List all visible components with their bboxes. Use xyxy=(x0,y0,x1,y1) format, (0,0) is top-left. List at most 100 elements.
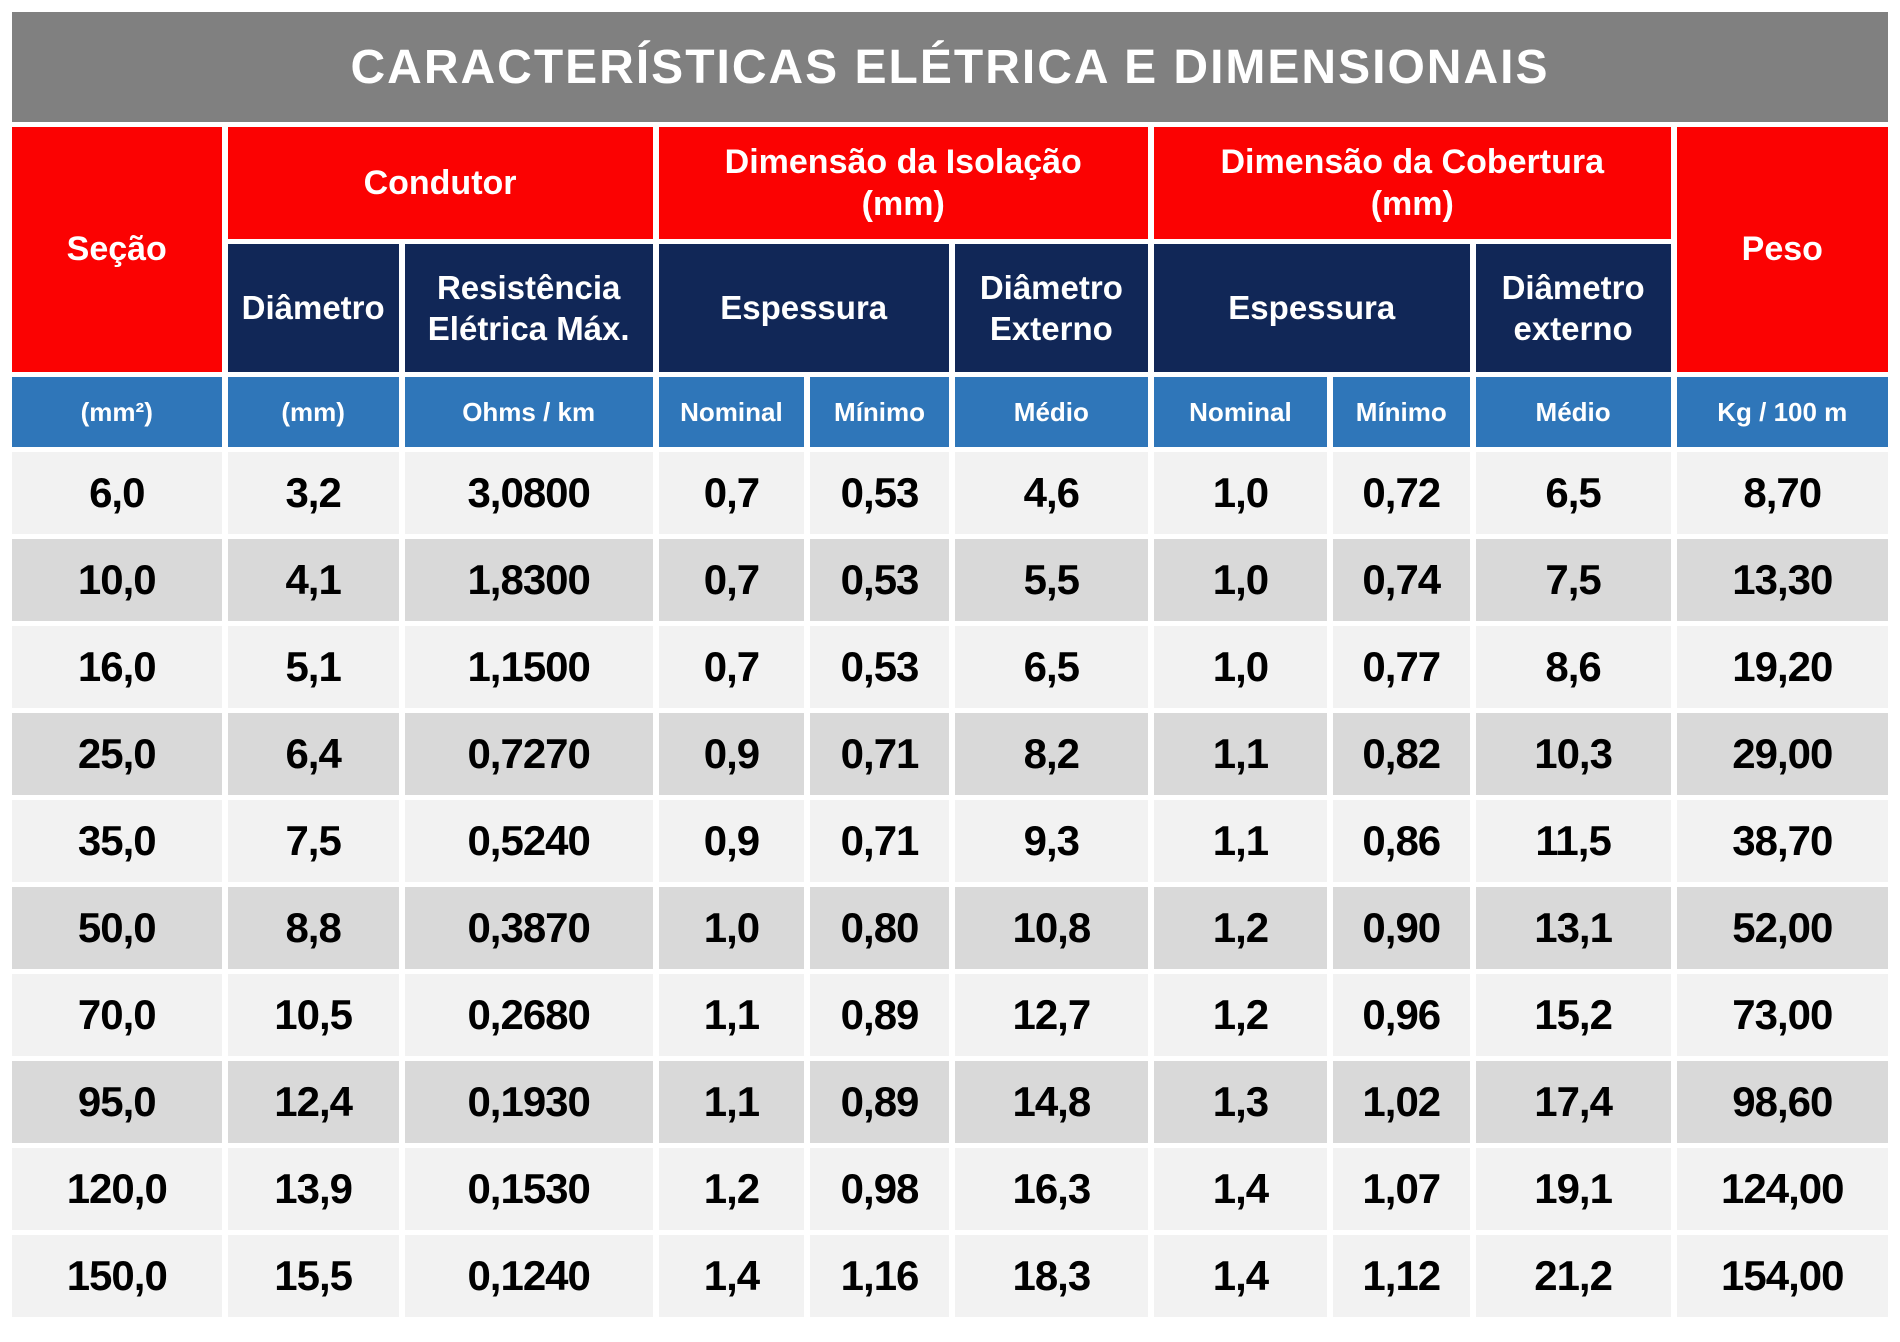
cell: 10,3 xyxy=(1475,713,1671,795)
header-diametro: Diâmetro xyxy=(227,244,399,372)
cell: 1,4 xyxy=(1153,1148,1327,1230)
cell: 29,00 xyxy=(1676,713,1888,795)
unit-cobertura-minimo: Mínimo xyxy=(1332,377,1470,447)
header-isolacao: Dimensão da Isolação (mm) xyxy=(658,127,1148,239)
cell: 0,80 xyxy=(810,887,949,969)
cell: 0,7 xyxy=(658,539,805,621)
cell: 5,5 xyxy=(954,539,1148,621)
cell: 0,71 xyxy=(810,713,949,795)
cell: 8,8 xyxy=(227,887,399,969)
cell: 1,3 xyxy=(1153,1061,1327,1143)
cell: 1,4 xyxy=(1153,1235,1327,1317)
table-title-text: CARACTERÍSTICAS ELÉTRICA E DIMENSIONAIS xyxy=(350,40,1550,94)
header-cobertura-line2: (mm) xyxy=(1370,185,1454,223)
cell: 6,4 xyxy=(227,713,399,795)
cell: 19,20 xyxy=(1676,626,1888,708)
cell: 0,3870 xyxy=(404,887,653,969)
cell: 0,2680 xyxy=(404,974,653,1056)
table-row: 6,0 3,2 3,0800 0,7 0,53 4,6 1,0 0,72 6,5 8,70 xyxy=(12,452,1888,534)
cell: 0,53 xyxy=(810,452,949,534)
cell: 19,1 xyxy=(1475,1148,1671,1230)
cell: 0,53 xyxy=(810,626,949,708)
cell: 13,30 xyxy=(1676,539,1888,621)
table-row: 16,0 5,1 1,1500 0,7 0,53 6,5 1,0 0,77 8,6 19,20 xyxy=(12,626,1888,708)
cell: 1,4 xyxy=(658,1235,805,1317)
unit-isolacao-minimo: Mínimo xyxy=(810,377,949,447)
cell: 7,5 xyxy=(227,800,399,882)
table-row: 35,0 7,5 0,5240 0,9 0,71 9,3 1,1 0,86 11,5 38,70 xyxy=(12,800,1888,882)
cell: 1,12 xyxy=(1332,1235,1470,1317)
cell: 12,4 xyxy=(227,1061,399,1143)
header-espessura-isolacao: Espessura xyxy=(658,244,949,372)
table-row: 70,0 10,5 0,2680 1,1 0,89 12,7 1,2 0,96 15,2 73,0… xyxy=(12,974,1888,1056)
cell: 0,86 xyxy=(1332,800,1470,882)
cell: 0,9 xyxy=(658,800,805,882)
cell: 124,00 xyxy=(1676,1148,1888,1230)
header-diametro-externo-isolacao: Diâmetro Externo xyxy=(954,244,1148,372)
cell: 1,1500 xyxy=(404,626,653,708)
cell: 0,1240 xyxy=(404,1235,653,1317)
cell: 4,1 xyxy=(227,539,399,621)
cell: 0,53 xyxy=(810,539,949,621)
cell: 11,5 xyxy=(1475,800,1671,882)
cell: 1,1 xyxy=(658,1061,805,1143)
cell: 21,2 xyxy=(1475,1235,1671,1317)
cell: 0,9 xyxy=(658,713,805,795)
cell: 8,2 xyxy=(954,713,1148,795)
cell: 95,0 xyxy=(12,1061,222,1143)
units-row: (mm²) (mm) Ohms / km Nominal Mínimo Médi… xyxy=(12,377,1888,447)
cell: 0,7270 xyxy=(404,713,653,795)
cell: 25,0 xyxy=(12,713,222,795)
cell: 1,1 xyxy=(1153,800,1327,882)
table-title: CARACTERÍSTICAS ELÉTRICA E DIMENSIONAIS xyxy=(12,12,1888,122)
cell: 73,00 xyxy=(1676,974,1888,1056)
header-cobertura: Dimensão da Cobertura (mm) xyxy=(1153,127,1671,239)
cell: 3,2 xyxy=(227,452,399,534)
cell: 5,1 xyxy=(227,626,399,708)
cell: 52,00 xyxy=(1676,887,1888,969)
header-group-row: Seção Condutor Dimensão da Isolação (mm)… xyxy=(12,127,1888,372)
cell: 3,0800 xyxy=(404,452,653,534)
cell: 154,00 xyxy=(1676,1235,1888,1317)
unit-cobertura-medio: Médio xyxy=(1475,377,1671,447)
cell: 16,0 xyxy=(12,626,222,708)
cell: 1,0 xyxy=(1153,626,1327,708)
cell: 1,1 xyxy=(658,974,805,1056)
cell: 1,07 xyxy=(1332,1148,1470,1230)
cell: 16,3 xyxy=(954,1148,1148,1230)
cell: 6,0 xyxy=(12,452,222,534)
header-resistencia: Resistência Elétrica Máx. xyxy=(404,244,653,372)
header-sub-row: Diâmetro Resistência Elétrica Máx. Espes… xyxy=(12,244,1888,372)
cell: 0,98 xyxy=(810,1148,949,1230)
cell: 1,0 xyxy=(1153,539,1327,621)
cell: 12,7 xyxy=(954,974,1148,1056)
cell: 35,0 xyxy=(12,800,222,882)
unit-isolacao-nominal: Nominal xyxy=(658,377,805,447)
spec-table: Seção Condutor Dimensão da Isolação (mm)… xyxy=(6,122,1894,1322)
cell: 0,89 xyxy=(810,1061,949,1143)
cell: 150,0 xyxy=(12,1235,222,1317)
header-secao: Seção xyxy=(12,127,222,372)
cell: 18,3 xyxy=(954,1235,1148,1317)
header-isolacao-line2: (mm) xyxy=(861,185,945,223)
cell: 120,0 xyxy=(12,1148,222,1230)
cell: 70,0 xyxy=(12,974,222,1056)
cell: 8,70 xyxy=(1676,452,1888,534)
cell: 0,77 xyxy=(1332,626,1470,708)
cell: 7,5 xyxy=(1475,539,1671,621)
cell: 4,6 xyxy=(954,452,1148,534)
cell: 0,7 xyxy=(658,626,805,708)
cell: 0,71 xyxy=(810,800,949,882)
cell: 6,5 xyxy=(954,626,1148,708)
cell: 17,4 xyxy=(1475,1061,1671,1143)
header-diametro-externo-cobertura: Diâmetro externo xyxy=(1475,244,1671,372)
cell: 1,0 xyxy=(1153,452,1327,534)
cell: 0,5240 xyxy=(404,800,653,882)
cell: 1,8300 xyxy=(404,539,653,621)
header-peso: Peso xyxy=(1676,127,1888,372)
cell: 10,5 xyxy=(227,974,399,1056)
cell: 0,90 xyxy=(1332,887,1470,969)
header-condutor: Condutor xyxy=(227,127,653,239)
unit-diametro-mm: (mm) xyxy=(227,377,399,447)
cell: 1,1 xyxy=(1153,713,1327,795)
